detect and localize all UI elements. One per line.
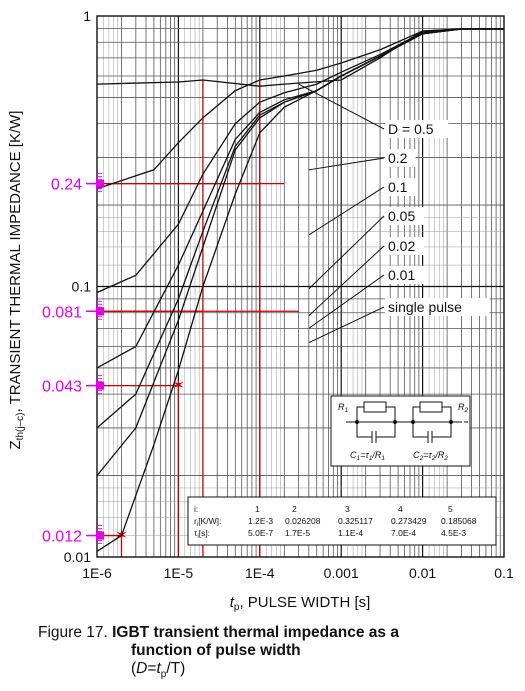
series-label: 0.2: [388, 150, 408, 166]
series-curves: [96, 28, 504, 552]
table-value-cell: 1.2E-3: [248, 516, 273, 526]
highlight-marker: [96, 307, 104, 316]
rc-network-diagram: R1 R2 C1=τ1/R1 C2=τ2/R2: [330, 395, 471, 467]
x-tick-label: 0.01: [409, 565, 436, 581]
table-header-cell: 1: [255, 504, 260, 514]
label-background: [385, 266, 424, 284]
highlight-marker: [96, 381, 104, 390]
highlight-value: 0.043: [42, 379, 82, 396]
capacitor-branch: [356, 422, 396, 443]
y-axis-title: Zth(j–c), TRANSIENT THERMAL IMPEDANCE [K…: [7, 111, 26, 450]
node-dot: [411, 420, 415, 424]
caption-title-2: function of pulse width: [131, 642, 301, 659]
series-label: 0.05: [388, 208, 415, 224]
series-line-1: [96, 28, 504, 190]
table-value-cell: 1.1E-4: [338, 528, 363, 538]
series-label: D = 0.5: [388, 121, 434, 137]
y-tick-label: 1: [83, 8, 91, 24]
highlight-annotations: 0.24 0.081 0.043 0.012: [42, 173, 104, 546]
caption-figure: Figure 17.: [38, 624, 108, 641]
table-value-cell: 5.0E-7: [248, 528, 273, 538]
label-background: [385, 178, 416, 196]
node-dot: [355, 420, 359, 424]
highlight-value: 0.012: [42, 529, 82, 546]
node-dot: [449, 420, 453, 424]
label-leader: [298, 83, 385, 130]
table-row-label: ri[K/W]:: [194, 516, 221, 528]
table-header-cell: 2: [292, 504, 297, 514]
table-header-cell: 4: [398, 504, 403, 514]
label-leader: [308, 274, 385, 329]
x-axis-title: tp, PULSE WIDTH [s]: [230, 594, 371, 613]
axes: 1E-6 1E-5 1E-4 0.001 0.01 0.1 0.01 0.1 1 tp, PULS…: [7, 8, 514, 613]
table-value-cell: 4.5E-3: [441, 528, 466, 538]
series-line-2: [96, 28, 504, 294]
y-tick-label: 0.1: [72, 279, 92, 295]
x-tick-label: 0.001: [324, 565, 359, 581]
label-leader: [308, 306, 385, 344]
table-value-cell: 0.185068: [441, 516, 477, 526]
table-value-cell: 7.0E-4: [391, 528, 416, 538]
label-leader: [308, 157, 385, 171]
rc-label-r2: R2: [458, 402, 469, 414]
series-label: 0.1: [388, 179, 408, 195]
series-label: single pulse: [388, 299, 462, 315]
table-header-cell: 3: [345, 504, 350, 514]
table-header-cell: i:: [194, 504, 198, 514]
label-leader: [308, 186, 385, 236]
capacitor-branch: [412, 422, 452, 443]
thermal-parameter-table: i: 1 2 3 4 5 ri[K/W]: 1.2E-3 0.026208 0.325117 0.2…: [187, 496, 497, 546]
highlight-marker: [96, 179, 104, 188]
series-label: 0.02: [388, 238, 415, 254]
label-background: [385, 298, 490, 316]
x-tick-label: 0.1: [494, 565, 514, 581]
x-tick-label: 1E-5: [164, 565, 194, 581]
label-leader: [308, 245, 385, 317]
resistor-branch: [412, 406, 452, 422]
resistor-branch: [356, 406, 396, 422]
table-value-cell: 0.273429: [391, 516, 427, 526]
series-label: 0.01: [388, 267, 415, 283]
table-header-cell: 5: [448, 504, 453, 514]
x-tick-label: 1E-4: [245, 565, 275, 581]
rc-label-r1: R1: [338, 402, 349, 414]
node-dot: [393, 420, 397, 424]
x-tick-label: 1E-6: [82, 565, 112, 581]
plot-grid: [97, 16, 504, 557]
rc-box: [330, 395, 471, 467]
resistor-2: [419, 401, 443, 413]
table-box: [187, 496, 497, 546]
caption-title: IGBT transient thermal impedance as a: [112, 624, 399, 641]
highlight-marker: [96, 531, 104, 540]
rc-label-c2: C2=τ2/R2: [413, 450, 448, 462]
table-row-label: τi[s]:: [194, 528, 210, 540]
caption-note: (D=tp/T): [131, 660, 186, 681]
label-background: [385, 207, 424, 225]
highlight-value: 0.24: [51, 177, 82, 194]
series-labels: D = 0.5 0.2 0.1 0.05 0.02 0.01 single pulse: [298, 83, 490, 344]
highlight-value: 0.081: [42, 304, 82, 321]
label-background: [385, 120, 449, 138]
label-leader: [308, 215, 385, 290]
table-value-cell: 1.7E-5: [285, 528, 310, 538]
table-value-cell: 0.325117: [338, 516, 373, 526]
y-tick-label: 0.01: [64, 549, 91, 565]
rc-label-c1: C1=τ1/R1: [350, 450, 385, 462]
resistor-1: [363, 401, 387, 413]
caption-line-1: Figure 17. IGBT transient thermal impeda…: [38, 624, 518, 642]
figure-caption: Figure 17. IGBT transient thermal impeda…: [38, 624, 518, 684]
series-line-6: [96, 28, 504, 552]
plot-frame: [96, 15, 505, 558]
label-background: [385, 237, 424, 255]
label-background: [385, 149, 416, 167]
table-value-cell: 0.026208: [285, 516, 321, 526]
